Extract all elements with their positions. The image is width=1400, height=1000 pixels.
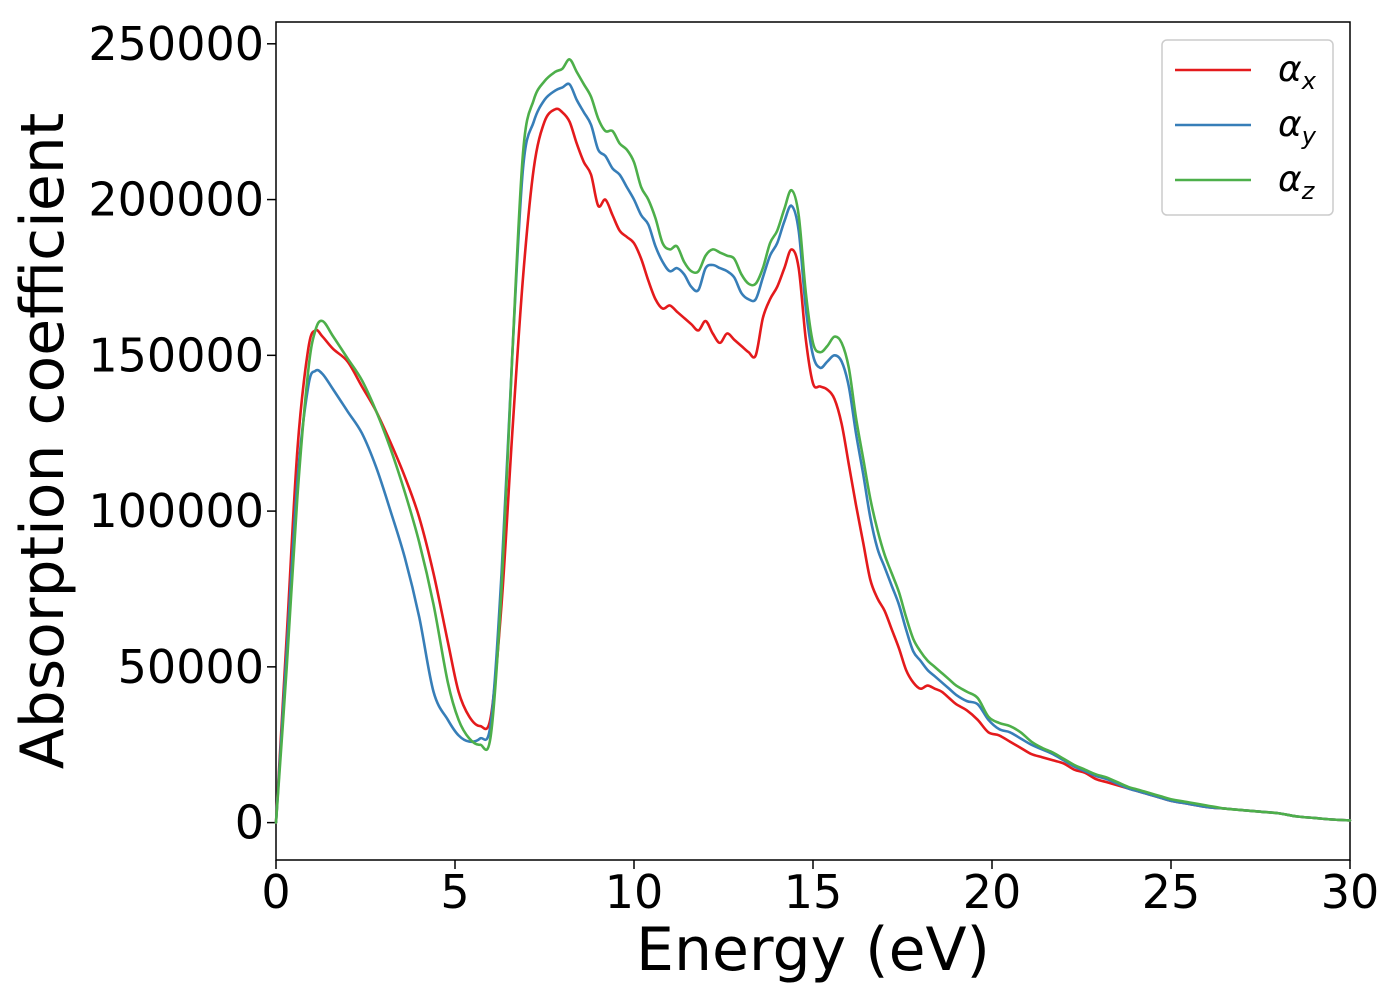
legend-subscript: y bbox=[1301, 122, 1317, 150]
x-tick-label: 10 bbox=[605, 865, 664, 919]
legend-label-y: αy bbox=[1278, 104, 1317, 150]
x-tick-label: 5 bbox=[440, 865, 469, 919]
series-lines bbox=[274, 58, 1352, 824]
y-axis-ticks: 0 50000 100000 150000 200000 250000 bbox=[88, 17, 276, 850]
x-axis-title: Energy (eV) bbox=[636, 915, 990, 985]
legend-box bbox=[1161, 39, 1334, 216]
x-tick-label: 0 bbox=[261, 865, 290, 919]
y-tick-label: 150000 bbox=[88, 328, 264, 382]
legend-label-z: αz bbox=[1278, 159, 1316, 205]
x-tick-label: 20 bbox=[963, 865, 1022, 919]
series-line-y bbox=[274, 82, 1352, 824]
legend-symbol: α bbox=[1278, 49, 1302, 90]
x-axis-ticks: 0 5 10 15 20 25 30 bbox=[261, 860, 1379, 919]
y-tick-label: 50000 bbox=[118, 640, 264, 694]
series-line-z bbox=[274, 58, 1352, 824]
y-tick-label: 200000 bbox=[88, 173, 264, 227]
x-tick-label: 15 bbox=[784, 865, 843, 919]
y-axis-title: Absorption coefficient bbox=[8, 113, 78, 770]
legend-symbol: α bbox=[1278, 104, 1302, 145]
x-tick-label: 30 bbox=[1321, 865, 1380, 919]
y-tick-label: 0 bbox=[235, 796, 264, 850]
legend-label-x: αx bbox=[1278, 49, 1317, 95]
y-tick-label: 250000 bbox=[88, 17, 264, 71]
series-line-x bbox=[274, 107, 1352, 824]
y-tick-label: 100000 bbox=[88, 484, 264, 538]
legend-subscript: z bbox=[1301, 177, 1316, 205]
x-tick-label: 25 bbox=[1142, 865, 1201, 919]
legend-symbol: α bbox=[1278, 159, 1302, 200]
legend-subscript: x bbox=[1301, 67, 1317, 95]
